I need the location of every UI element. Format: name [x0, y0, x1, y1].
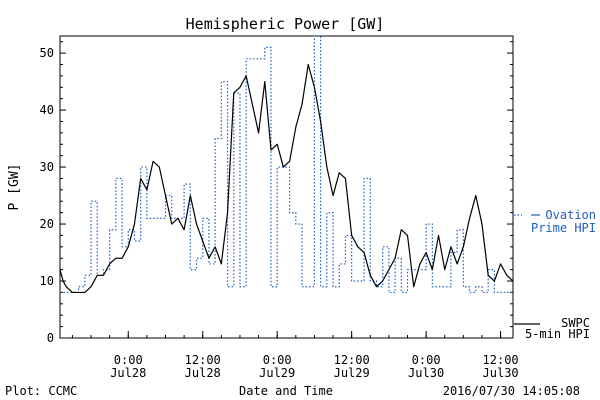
y-tick-label: 40 [40, 103, 54, 117]
x-tick-label-time: 0:00 [263, 353, 292, 367]
legend-swpc-label-2: 5-min HPI [525, 327, 590, 341]
y-tick-label: 0 [47, 331, 54, 345]
chart-title: Hemispheric Power [GW] [186, 15, 385, 33]
legend-swpc-label: SWPC [561, 316, 590, 330]
y-axis-label: P [GW] [7, 164, 22, 211]
y-tick-label: 30 [40, 160, 54, 174]
plot-credit: Plot: CCMC [5, 384, 77, 398]
x-tick-label-time: 12:00 [483, 353, 519, 367]
y-axis: 0 10 20 30 40 50 [40, 41, 513, 345]
x-tick-label-date: Jul29 [334, 366, 370, 380]
series-layer [59, 35, 514, 294]
legend-ovation-label: Ovation [545, 208, 596, 222]
x-tick-label-date: Jul30 [483, 366, 519, 380]
x-tick-label-date: Jul30 [408, 366, 444, 380]
x-tick-label-date: Jul28 [110, 366, 146, 380]
y-tick-label: 10 [40, 274, 54, 288]
x-axis-label: Date and Time [239, 384, 333, 398]
series-swpc-line [59, 63, 514, 294]
x-tick-label-date: Jul28 [185, 366, 221, 380]
legend-ovation-label-2: Prime HPI [531, 221, 596, 235]
x-tick-label-date: Jul29 [259, 366, 295, 380]
x-axis: 0:00Jul2812:00Jul280:00Jul2912:00Jul290:… [71, 331, 519, 380]
x-tick-label-time: 0:00 [114, 353, 143, 367]
y-tick-label: 50 [40, 46, 54, 60]
plot-timestamp: 2016/07/30 14:05:08 [443, 384, 580, 398]
plot-frame [59, 35, 514, 339]
series-ovation-prime-line [60, 35, 513, 294]
x-tick-label-time: 12:00 [185, 353, 221, 367]
y-tick-label: 20 [40, 217, 54, 231]
x-tick-label-time: 12:00 [334, 353, 370, 367]
x-tick-label-time: 0:00 [412, 353, 441, 367]
